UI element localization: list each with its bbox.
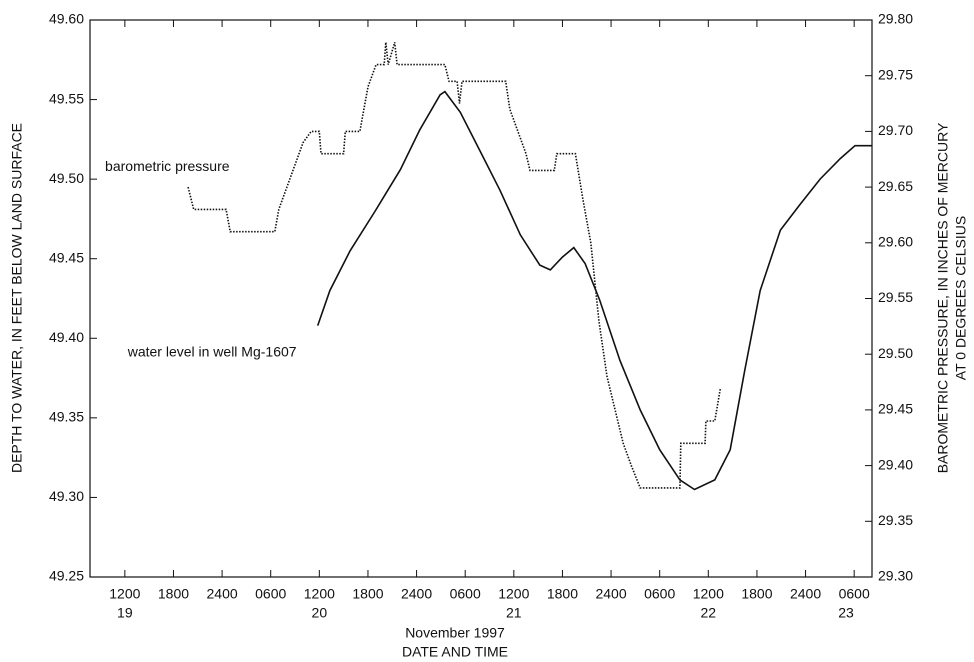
y2-tick-label: 29.35 <box>878 512 913 528</box>
y2-tick-label: 29.60 <box>878 234 913 250</box>
y2-tick-label: 29.55 <box>878 289 913 305</box>
y2-tick-label: 29.30 <box>878 568 913 584</box>
x-tick-label: 0600 <box>644 586 675 602</box>
y2-tick-label: 29.70 <box>878 122 913 138</box>
y-tick-label: 49.55 <box>49 90 84 106</box>
y-tick-label: 49.45 <box>49 249 84 265</box>
x-tick-label: 1200 <box>109 586 140 602</box>
y-tick-label: 49.50 <box>49 170 84 186</box>
x-day-label: 19 <box>117 605 133 621</box>
x-tick-label: 2400 <box>401 586 432 602</box>
y2-axis-title: AT 0 DEGREES CELSIUS <box>953 216 969 380</box>
x-day-label: 23 <box>838 605 854 621</box>
y-tick-label: 49.60 <box>49 11 84 27</box>
series-label: barometric pressure <box>105 158 230 174</box>
x-axis-title: DATE AND TIME <box>402 644 508 660</box>
y2-axis-title: BAROMETRIC PRESSURE, IN INCHES OF MERCUR… <box>935 122 951 473</box>
x-tick-label: 1800 <box>352 586 383 602</box>
y2-tick-label: 29.45 <box>878 401 913 417</box>
x-tick-label: 1200 <box>498 586 529 602</box>
plot-frame <box>89 19 873 578</box>
y2-tick-label: 29.80 <box>878 11 913 27</box>
x-sublabel: November 1997 <box>405 625 505 641</box>
x-tick-label: 1800 <box>547 586 578 602</box>
x-tick-label: 1200 <box>693 586 724 602</box>
x-tick-label: 2400 <box>595 586 626 602</box>
x-tick-label: 1800 <box>741 586 772 602</box>
x-day-label: 22 <box>701 605 717 621</box>
series-line <box>316 90 872 491</box>
y-tick-label: 49.30 <box>49 488 84 504</box>
x-tick-label: 2400 <box>790 586 821 602</box>
y-tick-label: 49.40 <box>49 329 84 345</box>
series-line <box>187 42 722 489</box>
y2-tick-label: 29.40 <box>878 456 913 472</box>
x-tick-label: 0600 <box>839 586 870 602</box>
series-label: water level in well Mg-1607 <box>127 343 297 359</box>
y-axis-title: DEPTH TO WATER, IN FEET BELOW LAND SURFA… <box>9 123 25 473</box>
y2-tick-label: 29.65 <box>878 178 913 194</box>
y2-tick-label: 29.50 <box>878 345 913 361</box>
x-tick-label: 1200 <box>304 586 335 602</box>
x-tick-label: 1800 <box>158 586 189 602</box>
y2-tick-label: 29.75 <box>878 66 913 82</box>
x-day-label: 21 <box>506 605 522 621</box>
x-tick-label: 0600 <box>255 586 286 602</box>
x-day-label: 20 <box>312 605 328 621</box>
x-tick-label: 2400 <box>207 586 238 602</box>
y-tick-label: 49.25 <box>49 568 84 584</box>
y-tick-label: 49.35 <box>49 409 84 425</box>
x-tick-label: 0600 <box>450 586 481 602</box>
